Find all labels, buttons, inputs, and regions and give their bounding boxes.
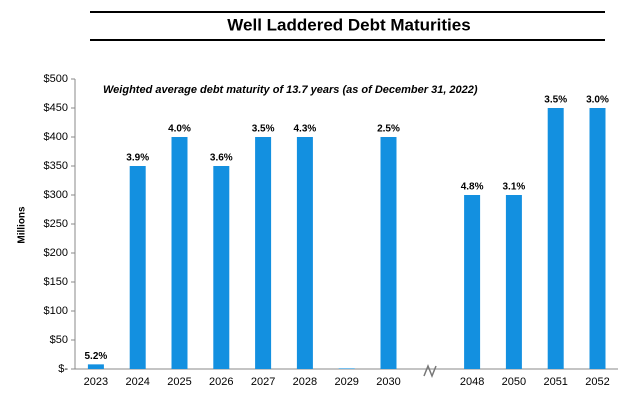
- bar: [380, 137, 397, 369]
- bar: [171, 137, 188, 369]
- percent-label: 4.3%: [294, 124, 317, 135]
- x-tick-label: 2051: [543, 376, 567, 388]
- y-tick-label: $450: [44, 102, 68, 114]
- bar: [255, 137, 272, 369]
- y-tick-label: $100: [44, 305, 68, 317]
- bar: [338, 368, 355, 369]
- bar: [464, 195, 481, 369]
- percent-label: 3.5%: [544, 95, 567, 106]
- x-tick-label: 2025: [167, 376, 191, 388]
- x-tick-label: 2029: [334, 376, 358, 388]
- annotation: Weighted average debt maturity of 13.7 y…: [103, 84, 478, 96]
- y-tick-label: $50: [50, 334, 68, 346]
- bar: [296, 137, 313, 369]
- y-tick-label: $350: [44, 160, 68, 172]
- y-tick-label: $500: [44, 73, 68, 85]
- y-tick-label: $200: [44, 247, 68, 259]
- bar: [213, 166, 230, 369]
- percent-label: 5.2%: [85, 351, 108, 362]
- percent-label: 3.9%: [126, 153, 149, 164]
- x-tick-label: 2026: [209, 376, 233, 388]
- x-tick-label: 2023: [84, 376, 108, 388]
- bar: [547, 108, 564, 369]
- bar: [589, 108, 606, 369]
- y-tick-label: $-: [58, 363, 68, 375]
- y-tick-label: $150: [44, 276, 68, 288]
- x-tick-label: 2028: [293, 376, 317, 388]
- x-tick-label: 2048: [460, 376, 484, 388]
- bar: [129, 166, 146, 369]
- y-tick-label: $300: [44, 189, 68, 201]
- percent-label: 3.1%: [503, 182, 526, 193]
- percent-label: 3.6%: [210, 153, 233, 164]
- x-tick-label: 2027: [251, 376, 275, 388]
- x-tick-label: 2050: [502, 376, 526, 388]
- percent-label: 3.5%: [252, 124, 275, 135]
- x-tick-label: 2052: [585, 376, 609, 388]
- x-tick-label: 2030: [376, 376, 400, 388]
- bar: [87, 364, 104, 369]
- axis-break: [423, 363, 437, 379]
- y-axis-title: Millions: [17, 206, 28, 244]
- bar: [505, 195, 522, 369]
- x-tick-label: 2024: [125, 376, 149, 388]
- percent-label: 2.5%: [377, 124, 400, 135]
- percent-label: 4.0%: [168, 124, 191, 135]
- percent-label: 4.8%: [461, 182, 484, 193]
- y-tick-label: $400: [44, 131, 68, 143]
- percent-label: 3.0%: [586, 95, 609, 106]
- y-tick-label: $250: [44, 218, 68, 230]
- chart-title: Well Laddered Debt Maturities: [227, 15, 470, 34]
